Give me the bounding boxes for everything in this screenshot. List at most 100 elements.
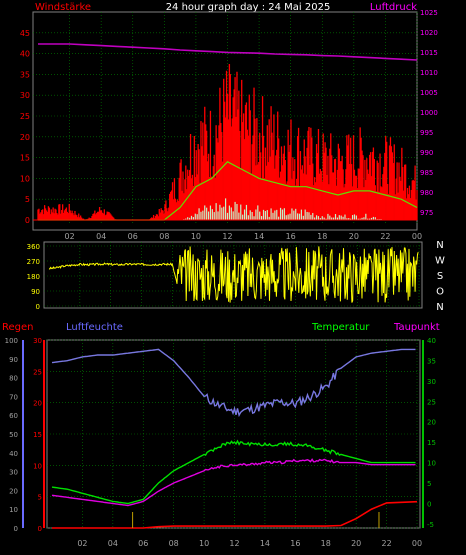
right-tick-label: 1015 [420,49,438,57]
x-tick-label: 08 [169,539,179,548]
panel2-series [48,246,419,303]
left-tick-label: 0 [25,216,30,225]
temperatur-line [51,439,416,505]
luftfeuchte-label: Luftfeuchte [66,322,123,333]
temperature-tick-label: 30 [427,378,436,386]
x-tick-label: 12 [229,539,239,548]
direction-tick-label: 0 [36,303,40,311]
right-tick-label: 1005 [420,89,438,97]
left-tick-label: 45 [20,29,30,38]
humidity-temperature-panel: 0102030405060708090100051015202530-50510… [5,337,436,548]
x-tick-label: 20 [351,539,361,548]
left-tick-label: 35 [20,70,30,79]
luftfeuchte-line [51,348,416,418]
direction-tick-label: 90 [31,288,40,296]
direction-line [48,246,419,303]
left-tick-label: 25 [20,112,30,121]
humidity-tick-label: 70 [9,393,18,401]
x-tick-label: 08 [159,232,169,241]
panel1-x-axis: 02 04 06 08 10 12 14 16 18 20 22 00 [64,232,422,241]
compass-label: S [437,271,443,282]
x-tick-label: 04 [108,539,118,548]
panel3-series [51,348,418,529]
humidity-tick-label: 40 [9,450,18,458]
humidity-tick-label: 50 [9,431,18,439]
temperature-tick-label: 5 [427,480,431,488]
x-tick-label: 14 [254,232,264,241]
x-tick-label: 22 [380,232,390,241]
right-tick-label: 980 [420,189,433,197]
direction-tick-label: 180 [27,273,40,281]
x-tick-label: 10 [191,232,201,241]
right-tick-label: 1020 [420,29,438,37]
x-tick-label: 14 [260,539,270,548]
humidity-tick-label: 80 [9,375,18,383]
x-tick-label: 20 [349,232,359,241]
temperature-tick-label: 10 [427,460,436,468]
right-tick-label: 975 [420,209,433,217]
left-tick-label: 5 [25,195,30,204]
x-tick-label: 00 [412,232,422,241]
rain-tick-label: 15 [33,431,42,439]
luftdruck-line [38,43,418,61]
right-tick-label: 990 [420,149,433,157]
rain-tick-label: 25 [33,368,42,376]
temperature-tick-label: 20 [427,419,436,427]
x-tick-label: 00 [412,539,422,548]
temperature-tick-label: 0 [427,500,431,508]
x-tick-label: 02 [64,232,74,241]
humidity-tick-label: 90 [9,356,18,364]
panel1-right-axis: 975 980 985 990 995 1000 1005 1010 1015 1020 1025 [420,9,438,217]
panel2-frame [43,241,423,309]
taupunkt-label: Taupunkt [393,322,440,333]
temperature-tick-label: 15 [427,439,436,447]
temperatur-label: Temperatur [311,322,370,333]
humidity-tick-label: 60 [9,412,18,420]
x-tick-label: 06 [128,232,138,241]
regen-label: Regen [2,322,34,333]
x-tick-label: 04 [96,232,106,241]
humidity-tick-label: 100 [5,337,18,345]
left-tick-label: 15 [20,154,30,163]
right-tick-label: 995 [420,129,433,137]
right-tick-label: 1010 [420,69,438,77]
panel1-left-axis: 0 5 10 15 20 25 30 35 40 45 [20,29,30,225]
right-tick-label: 1025 [420,9,438,17]
x-tick-label: 12 [222,232,232,241]
compass-label: N [436,302,443,313]
humidity-tick-label: 0 [14,525,18,533]
left-tick-label: 20 [20,133,30,142]
rain-tick-label: 0 [38,525,42,533]
panel3-axes: 0 10 20 30 40 50 60 70 80 90 100 0 5 10 15 20 25 30 -5 0 5 10… [5,337,436,533]
x-tick-label: 06 [138,539,148,548]
humidity-tick-label: 20 [9,487,18,495]
x-tick-label: 16 [286,232,296,241]
temperature-tick-label: 35 [427,357,436,365]
right-tick-label: 985 [420,169,433,177]
x-tick-label: 10 [199,539,209,548]
windstaerke-label: Windstärke [35,2,91,13]
compass-label: N [436,240,443,251]
panel3-x-axis: 02 04 06 08 10 12 14 16 18 20 22 00 [77,539,422,548]
taupunkt-line [51,458,416,507]
left-tick-label: 10 [20,174,30,183]
right-tick-label: 1000 [420,109,438,117]
luftdruck-label: Luftdruck [370,2,417,13]
chart-title: 24 hour graph day : 24 Mai 2025 [166,2,331,13]
rain-tick-label: 10 [33,462,42,470]
compass-label: W [435,256,445,267]
rain-tick-label: 20 [33,400,42,408]
x-tick-label: 02 [77,539,87,548]
panel1-series [33,43,418,221]
compass-label: O [436,287,444,298]
x-tick-label: 18 [317,232,327,241]
temperature-tick-label: 25 [427,398,436,406]
x-tick-label: 18 [321,539,331,548]
temperature-tick-label: 40 [427,337,436,345]
temperature-tick-label: -5 [427,521,434,529]
